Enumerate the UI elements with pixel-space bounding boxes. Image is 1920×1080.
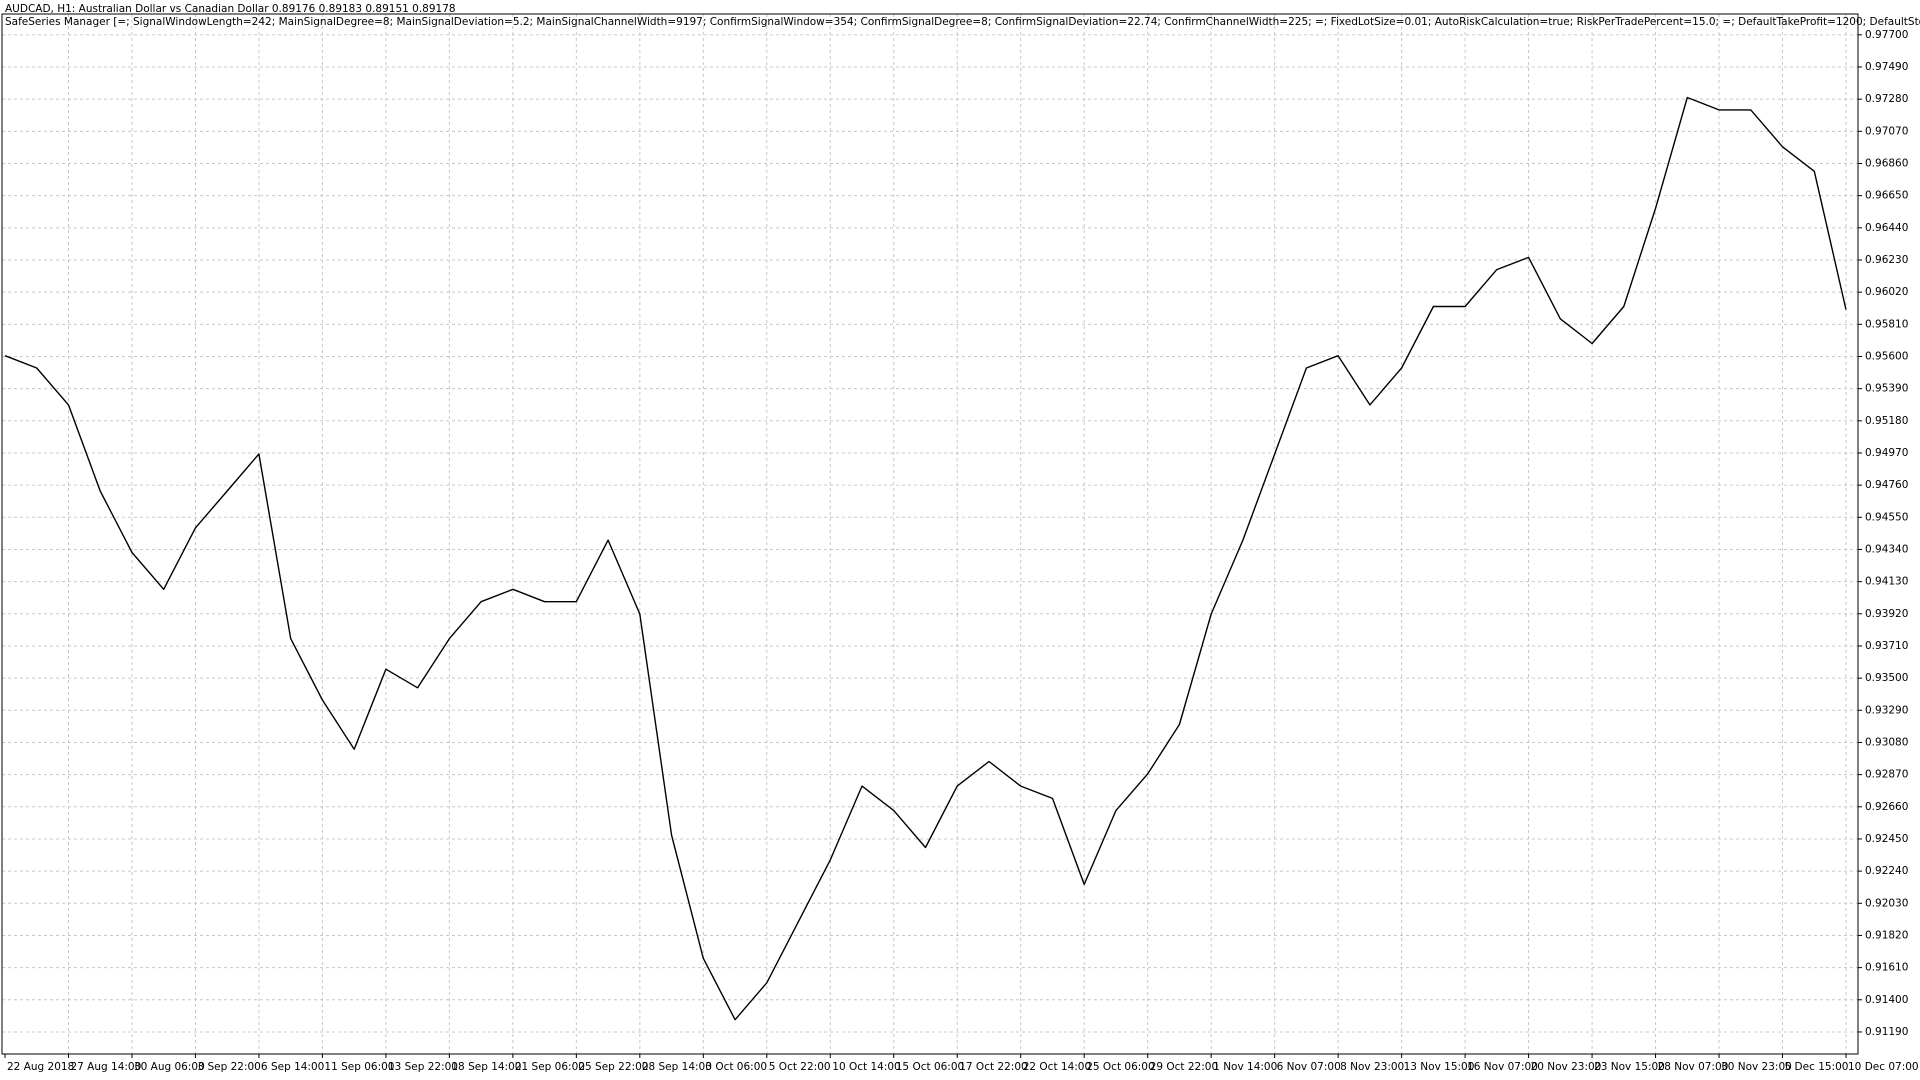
y-tick-label: 0.94760	[1865, 479, 1908, 491]
x-tick-label: 29 Oct 22:00	[1150, 1061, 1218, 1073]
x-tick-label: 6 Sep 14:00	[261, 1061, 324, 1073]
chart-subtitle: SafeSeries Manager [=; SignalWindowLengt…	[5, 16, 1920, 28]
x-tick-label: 10 Dec 07:00	[1848, 1061, 1919, 1073]
y-tick-label: 0.94970	[1865, 447, 1908, 459]
y-tick-label: 0.93290	[1865, 704, 1908, 716]
x-tick-label: 1 Nov 14:00	[1213, 1061, 1277, 1073]
x-tick-label: 17 Oct 22:00	[959, 1061, 1027, 1073]
y-tick-label: 0.92030	[1865, 897, 1908, 909]
y-tick-label: 0.92660	[1865, 801, 1908, 813]
y-tick-label: 0.93500	[1865, 672, 1908, 684]
x-tick-label: 27 Aug 14:00	[70, 1061, 141, 1073]
x-tick-label: 30 Nov 23:00	[1721, 1061, 1792, 1073]
y-tick-label: 0.93080	[1865, 736, 1908, 748]
grid-layer	[2, 14, 1858, 1054]
x-tick-label: 20 Nov 23:00	[1531, 1061, 1602, 1073]
y-tick-label: 0.95600	[1865, 350, 1908, 362]
x-tick-label: 21 Sep 06:00	[515, 1061, 585, 1073]
y-tick-label: 0.91610	[1865, 962, 1908, 974]
x-tick-label: 8 Nov 23:00	[1340, 1061, 1404, 1073]
x-tick-label: 18 Sep 14:00	[451, 1061, 521, 1073]
y-tick-label: 0.96860	[1865, 157, 1908, 169]
y-tick-label: 0.92870	[1865, 769, 1908, 781]
x-tick-label: 11 Sep 06:00	[324, 1061, 394, 1073]
y-tick-label: 0.96650	[1865, 190, 1908, 202]
x-tick-label: 3 Sep 22:00	[197, 1061, 260, 1073]
y-tick-label: 0.97490	[1865, 61, 1908, 73]
x-tick-label: 25 Sep 22:00	[578, 1061, 648, 1073]
x-tick-label: 25 Oct 06:00	[1086, 1061, 1154, 1073]
x-tick-label: 13 Sep 22:00	[388, 1061, 458, 1073]
y-tick-label: 0.92450	[1865, 833, 1908, 845]
y-tick-label: 0.96230	[1865, 254, 1908, 266]
y-tick-label: 0.93710	[1865, 640, 1908, 652]
x-tick-label: 15 Oct 06:00	[896, 1061, 964, 1073]
x-tick-label: 10 Oct 14:00	[832, 1061, 900, 1073]
y-tick-label: 0.95810	[1865, 318, 1908, 330]
x-tick-label: 28 Sep 14:00	[642, 1061, 712, 1073]
plot-frame	[1, 13, 1859, 1055]
chart-title: AUDCAD, H1: Australian Dollar vs Canadia…	[5, 3, 456, 15]
y-tick-label: 0.91820	[1865, 929, 1908, 941]
x-tick-label: 16 Nov 07:00	[1467, 1061, 1538, 1073]
x-tick-label: 6 Nov 07:00	[1277, 1061, 1341, 1073]
x-tick-label: 22 Aug 2018	[7, 1061, 74, 1073]
y-tick-label: 0.97280	[1865, 93, 1908, 105]
y-tick-label: 0.95390	[1865, 383, 1908, 395]
y-tick-label: 0.91190	[1865, 1026, 1908, 1038]
price-line	[4, 96, 1847, 1021]
y-tick-label: 0.94550	[1865, 511, 1908, 523]
y-tick-label: 0.92240	[1865, 865, 1908, 877]
y-tick-label: 0.96440	[1865, 222, 1908, 234]
x-tick-label: 23 Nov 15:00	[1594, 1061, 1665, 1073]
data-layer	[4, 96, 1847, 1021]
y-tick-label: 0.91400	[1865, 994, 1908, 1006]
y-tick-label: 0.95180	[1865, 415, 1908, 427]
y-tick-label: 0.94130	[1865, 576, 1908, 588]
y-tick-label: 0.93920	[1865, 608, 1908, 620]
y-tick-label: 0.97070	[1865, 125, 1908, 137]
y-tick-label: 0.96020	[1865, 286, 1908, 298]
x-tick-label: 30 Aug 06:00	[134, 1061, 205, 1073]
x-tick-label: 28 Nov 07:00	[1658, 1061, 1729, 1073]
x-tick-label: 5 Dec 15:00	[1785, 1061, 1849, 1073]
x-tick-label: 5 Oct 22:00	[769, 1061, 831, 1073]
x-tick-label: 13 Nov 15:00	[1404, 1061, 1475, 1073]
x-tick-label: 22 Oct 14:00	[1023, 1061, 1091, 1073]
y-tick-label: 0.97700	[1865, 29, 1908, 41]
y-tick-label: 0.94340	[1865, 543, 1908, 555]
x-tick-label: 3 Oct 06:00	[705, 1061, 767, 1073]
